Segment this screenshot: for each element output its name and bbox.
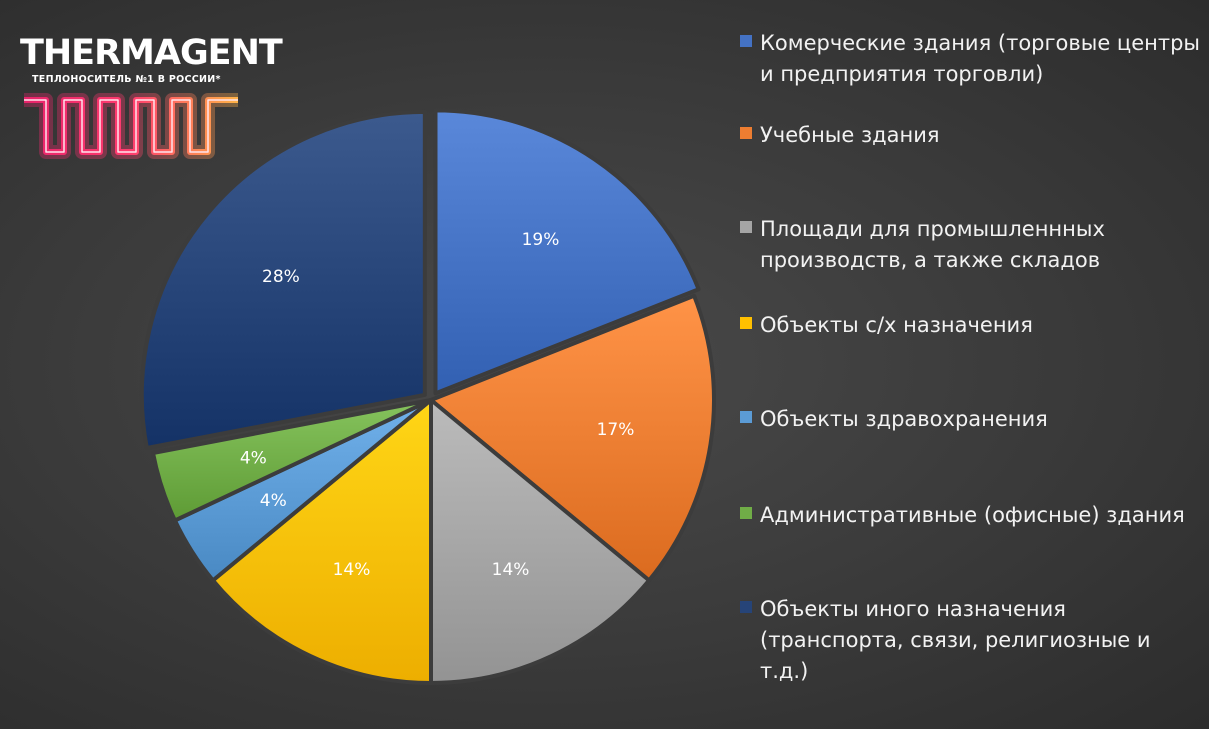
legend-label-6: Административные (офисные) здания bbox=[760, 503, 1185, 527]
slice-data-label-3: 14% bbox=[492, 560, 530, 580]
thermagent-logo: THERMAGENT ТЕПЛОНОСИТЕЛЬ №1 В РОССИИ* bbox=[20, 33, 283, 174]
heating-coil-icon bbox=[24, 93, 238, 159]
legend-swatch-3 bbox=[740, 221, 752, 233]
legend-label-4: Объекты с/х назначения bbox=[760, 313, 1033, 337]
slice-data-label-5: 4% bbox=[260, 491, 287, 511]
legend-label-3: Площади для промышленнных производств, а… bbox=[760, 217, 1105, 272]
pie-slice-1 bbox=[433, 108, 701, 396]
legend-label-5: Объекты здравохранения bbox=[760, 407, 1048, 431]
pie-slice-2 bbox=[429, 293, 716, 583]
slice-data-label-1: 19% bbox=[522, 230, 560, 250]
logo-wordmark: THERMAGENT bbox=[20, 33, 283, 73]
chart-legend: Комерческие здания (торговые центры и пр… bbox=[740, 0, 1200, 729]
slice-data-label-2: 17% bbox=[597, 420, 635, 440]
pie-slice-7 bbox=[139, 109, 427, 450]
legend-label-2: Учебные здания bbox=[760, 123, 940, 147]
legend-label-1: Комерческие здания (торговые центры и пр… bbox=[760, 31, 1201, 86]
pie-slice-6 bbox=[151, 398, 433, 523]
slice-data-label-4: 14% bbox=[333, 560, 371, 580]
slice-data-label-7: 28% bbox=[262, 267, 300, 287]
legend-swatch-5 bbox=[740, 411, 752, 423]
legend-swatch-6 bbox=[740, 507, 752, 519]
pie-slice-4 bbox=[210, 398, 433, 685]
legend-swatch-2 bbox=[740, 127, 752, 139]
slice-data-label-6: 4% bbox=[240, 449, 267, 469]
legend-swatch-7 bbox=[740, 601, 752, 613]
legend-swatch-1 bbox=[740, 35, 752, 47]
logo-tagline: ТЕПЛОНОСИТЕЛЬ №1 В РОССИИ* bbox=[32, 74, 221, 85]
pie-slice-3 bbox=[429, 398, 652, 685]
legend-label-7: Объекты иного назначения (транспорта, св… bbox=[760, 597, 1151, 683]
legend-swatch-4 bbox=[740, 317, 752, 329]
